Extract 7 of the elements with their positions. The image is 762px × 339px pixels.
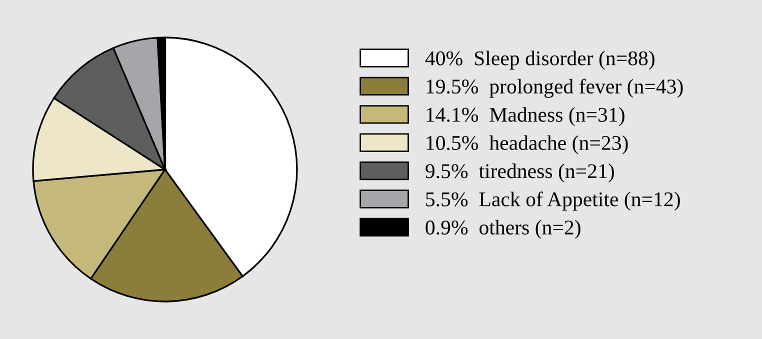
legend-label: 14.1% Madness (n=31): [426, 107, 624, 126]
legend-label: 0.9% others (n=2): [426, 220, 580, 239]
legend-label: 40% Sleep disorder (n=88): [425, 50, 654, 70]
legend-label: 5.5% Lack of Appetite (n=12): [426, 192, 680, 211]
legend-label: 9.5% tiredness (n=21): [426, 164, 614, 182]
legend-label: 19.5% prolonged fever (n=43): [426, 78, 683, 98]
legend-label: 10.5% headache (n=23): [426, 135, 628, 154]
